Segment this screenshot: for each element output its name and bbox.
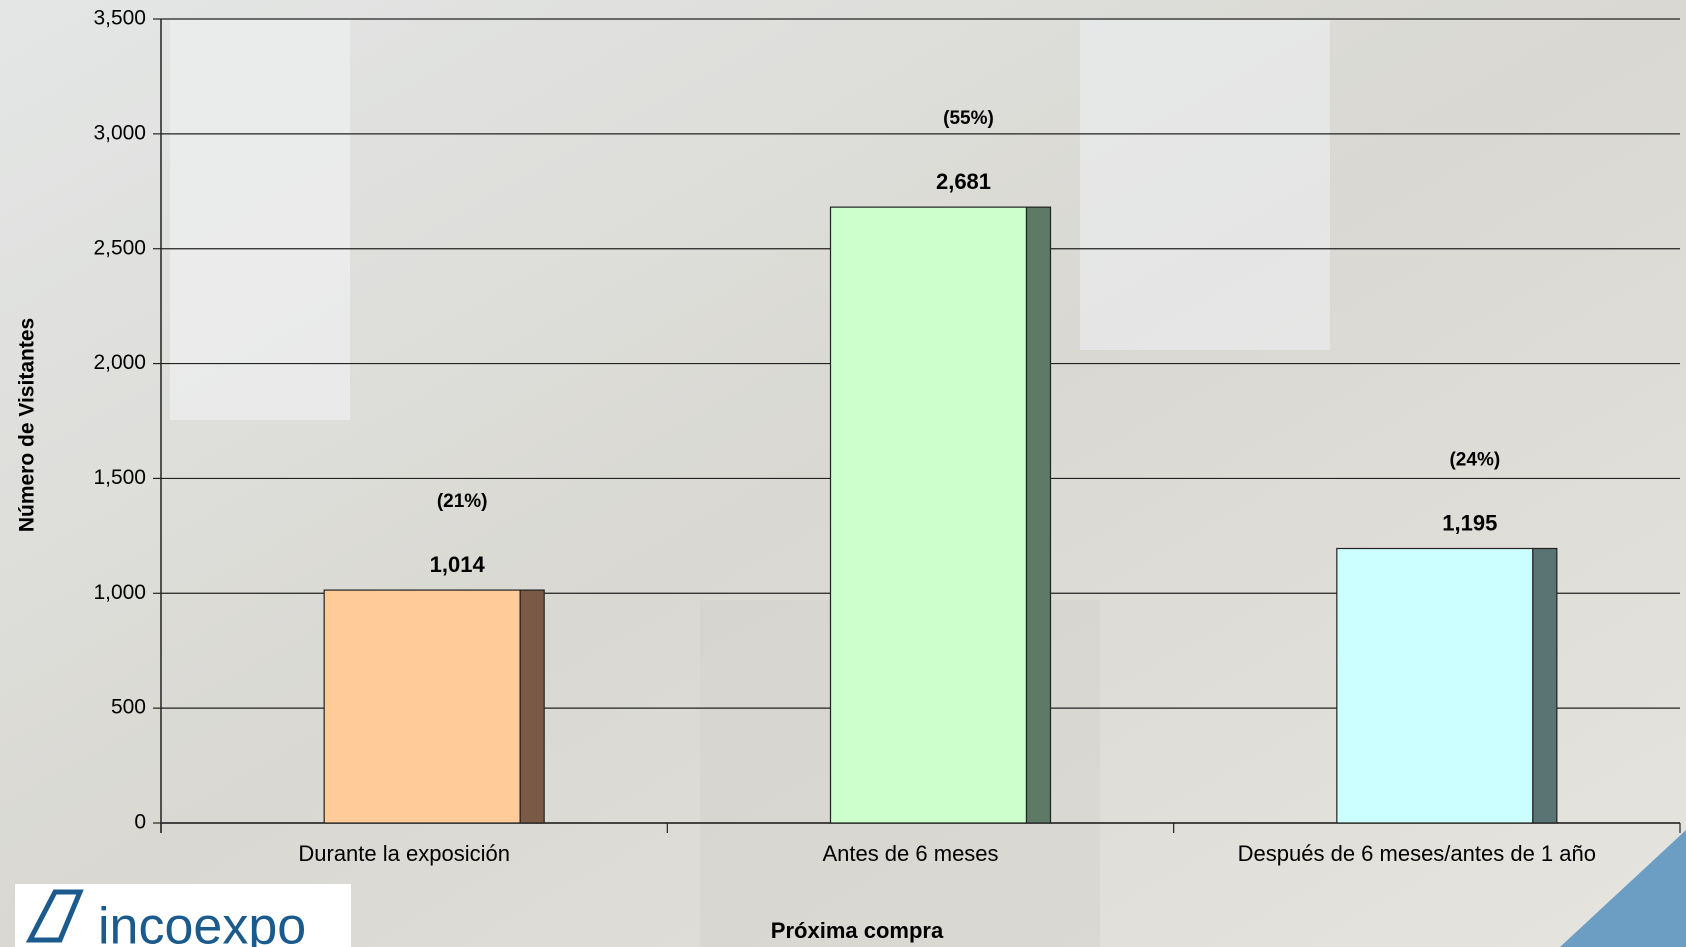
bar — [1336, 547, 1534, 824]
bar-side — [519, 589, 545, 824]
bar-side — [1532, 547, 1558, 824]
logo-text: incoexpo — [98, 898, 306, 947]
y-tick-label: 1,000 — [93, 581, 146, 604]
bar — [323, 589, 521, 824]
y-tick-label: 2,500 — [93, 236, 146, 259]
logo: incoexpo — [15, 884, 351, 947]
background-shape — [1080, 20, 1330, 350]
x-axis-title: Próxima compra — [771, 918, 944, 943]
y-tick-label: 2,000 — [93, 351, 146, 374]
value-label: 1,014 — [430, 552, 486, 577]
value-label: 2,681 — [936, 169, 991, 194]
value-label: 1,195 — [1442, 510, 1497, 535]
logo-icon — [25, 889, 84, 943]
percent-label: (21%) — [437, 491, 488, 512]
y-tick-label: 500 — [111, 696, 146, 719]
x-tick-label: Antes de 6 meses — [822, 841, 998, 866]
y-tick-label: 3,000 — [93, 121, 146, 144]
bar-side — [1025, 206, 1052, 824]
y-axis-title: Número de Visitantes — [16, 318, 39, 532]
background-shape — [170, 20, 350, 420]
y-tick-label: 0 — [134, 811, 146, 834]
x-tick-label: Después de 6 meses/antes de 1 año — [1238, 841, 1596, 866]
y-tick-label: 1,500 — [93, 466, 146, 489]
y-tick-label: 3,500 — [93, 7, 146, 30]
percent-label: (24%) — [1449, 450, 1500, 471]
x-tick-label: Durante la exposición — [298, 841, 510, 866]
percent-label: (55%) — [943, 108, 994, 129]
corner-decoration — [1560, 830, 1686, 947]
bar — [829, 206, 1028, 824]
